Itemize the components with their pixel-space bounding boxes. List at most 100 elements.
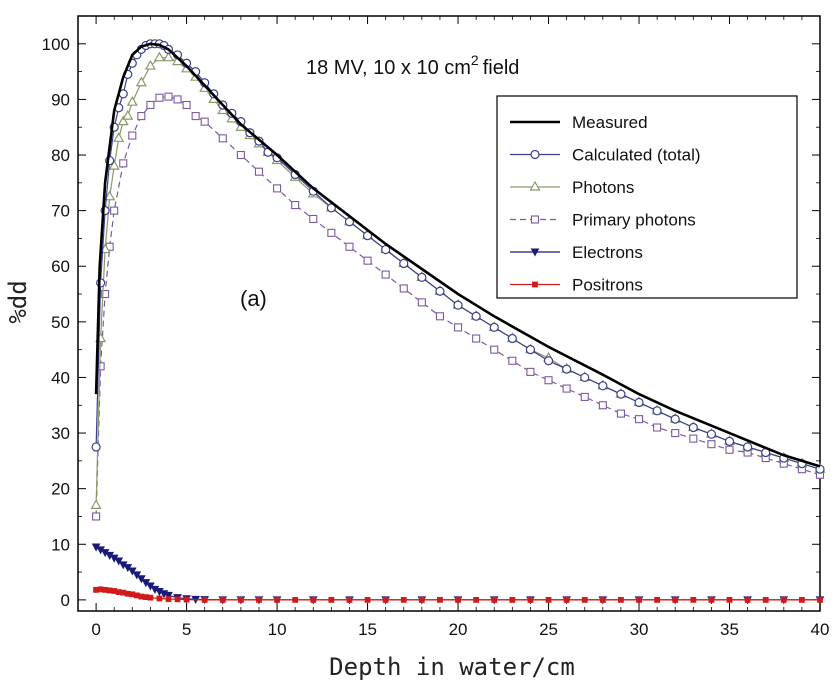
- data-point-primary-photons: [562, 384, 571, 393]
- data-point-positrons: [672, 596, 679, 603]
- data-point-primary-photons: [137, 112, 146, 121]
- y-tick-label: 40: [51, 368, 70, 387]
- y-tick-label: 90: [51, 90, 70, 109]
- data-point-primary-photons: [381, 270, 390, 279]
- data-point-photons: [108, 159, 120, 170]
- data-point-positrons: [618, 596, 624, 603]
- data-point-calculated-total: [706, 429, 717, 439]
- data-point-positrons: [256, 596, 262, 603]
- data-point-positrons: [437, 596, 443, 603]
- x-axis-title: Depth in water/cm: [329, 653, 575, 681]
- data-point-calculated-total: [417, 272, 427, 282]
- y-tick-label: 0: [61, 591, 70, 610]
- data-point-primary-photons: [164, 92, 173, 101]
- data-point-photons: [90, 499, 102, 509]
- data-point-positrons: [563, 596, 570, 603]
- x-tick-label: 35: [720, 620, 739, 639]
- data-point-electrons: [132, 571, 142, 580]
- chart-title-suffix: field: [483, 57, 520, 79]
- data-point-photons: [104, 190, 116, 201]
- y-tick-label: 10: [51, 535, 70, 554]
- data-point-primary-photons: [435, 312, 445, 321]
- y-axis-title: %dd: [4, 280, 32, 323]
- data-point-positrons: [799, 596, 805, 603]
- data-point-positrons: [690, 596, 697, 603]
- data-point-electrons: [114, 557, 124, 566]
- data-point-positrons: [400, 596, 407, 603]
- legend-entry-electrons: Electrons: [510, 243, 643, 262]
- y-tick-label: 30: [51, 424, 70, 443]
- data-point-positrons: [599, 596, 606, 603]
- series-primary-photons: [92, 92, 825, 521]
- data-point-positrons: [237, 596, 244, 603]
- data-point-photons: [122, 109, 134, 120]
- data-point-primary-photons: [671, 429, 680, 438]
- data-point-positrons: [174, 596, 181, 603]
- data-point-photons: [144, 59, 156, 70]
- data-point-primary-photons: [173, 95, 182, 104]
- data-point-primary-photons: [110, 206, 119, 215]
- legend-entry-calculated-total: Calculated (total): [510, 146, 701, 165]
- data-point-photons: [126, 95, 138, 106]
- data-point-primary-photons: [254, 167, 264, 176]
- data-point-primary-photons: [490, 345, 499, 354]
- x-tick-label: 15: [358, 620, 377, 639]
- data-point-calculated-total: [598, 381, 608, 391]
- x-tick-label: 10: [268, 620, 287, 639]
- data-point-calculated-total: [453, 300, 463, 310]
- data-point-primary-photons: [128, 131, 137, 140]
- data-point-positrons: [328, 596, 335, 603]
- data-point-primary-photons: [634, 415, 644, 424]
- chart-title-main: 18 MV, 10 x 10 cm: [306, 57, 471, 79]
- data-point-primary-photons: [101, 289, 110, 299]
- data-point-calculated-total: [616, 389, 626, 399]
- data-point-calculated-total: [580, 372, 590, 383]
- plot-frame: [77, 15, 821, 612]
- data-point-photons: [135, 76, 147, 87]
- legend-box: [496, 95, 798, 299]
- data-point-calculated-total: [399, 258, 409, 269]
- data-point-primary-photons: [453, 323, 463, 332]
- legend-entry-positrons: Positrons: [510, 276, 643, 295]
- data-point-primary-photons: [616, 409, 625, 418]
- data-point-photons: [117, 115, 129, 126]
- data-point-primary-photons: [417, 298, 426, 307]
- data-point-calculated-total: [435, 286, 445, 296]
- y-tick-label: 70: [51, 202, 70, 221]
- data-point-primary-photons: [236, 150, 245, 160]
- data-point-positrons: [545, 596, 552, 603]
- x-tick-label: 30: [630, 620, 649, 639]
- data-point-calculated-total: [489, 322, 499, 333]
- data-point-positrons: [183, 596, 190, 603]
- data-point-electrons: [127, 567, 137, 576]
- series-line-measured: [94, 42, 821, 468]
- data-point-positrons: [147, 594, 154, 601]
- data-point-calculated-total: [724, 436, 735, 446]
- data-point-positrons: [165, 596, 172, 602]
- y-tick-label: 20: [51, 480, 70, 499]
- data-point-calculated-total: [471, 311, 481, 321]
- data-point-positrons: [346, 596, 353, 603]
- data-point-positrons: [509, 596, 516, 603]
- data-point-positrons: [310, 596, 317, 603]
- series-measured: [94, 42, 821, 468]
- data-point-primary-photons: [472, 334, 481, 343]
- data-point-positrons: [527, 596, 534, 603]
- x-tick-label: 20: [449, 620, 468, 639]
- series-positrons: [93, 586, 823, 603]
- legend-entry-primary-photons: Primary photons: [510, 211, 696, 230]
- data-point-calculated-total: [688, 422, 698, 433]
- chart-title-superscript: 2: [471, 52, 479, 68]
- data-point-primary-photons: [327, 228, 336, 237]
- panel-annotation: (a): [240, 286, 267, 311]
- data-point-positrons: [364, 596, 371, 603]
- data-point-calculated-total: [543, 356, 554, 366]
- data-point-electrons: [164, 591, 173, 600]
- data-point-calculated-total: [743, 442, 753, 452]
- data-point-primary-photons: [399, 284, 408, 293]
- data-point-positrons: [201, 596, 208, 603]
- data-point-primary-photons: [218, 134, 227, 143]
- data-point-positrons: [455, 596, 461, 603]
- legend-label-electrons: Electrons: [572, 243, 643, 262]
